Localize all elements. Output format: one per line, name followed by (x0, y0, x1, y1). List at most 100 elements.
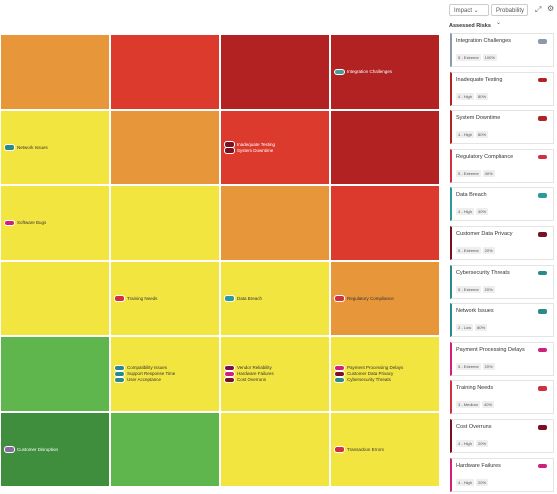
risk-card[interactable]: Hardware Failures 4 - High 20% (450, 457, 554, 492)
risk-chip[interactable]: System Downtime (224, 147, 329, 154)
risk-chip[interactable]: Regulatory Compliance (334, 295, 439, 302)
heatmap-cell: Compatibility Issues Support Response Tim… (110, 336, 220, 412)
risk-card-title: Inadequate Testing (456, 76, 503, 83)
probability-tag: 80% (476, 131, 489, 139)
risk-name: Compatibility Issues (127, 365, 168, 371)
impact-dropdown[interactable]: Impact ⌄ (449, 4, 489, 16)
impact-tag: 4 - High (456, 131, 475, 139)
risk-name: Cybersecurity Threats (347, 377, 391, 383)
risk-name: Payment Processing Delays (347, 365, 404, 371)
risk-name: Vendor Reliability (237, 365, 272, 371)
probability-tag: 100% (482, 54, 497, 61)
heatmap-cell (110, 34, 220, 110)
risk-tags: 4 - High 20% (456, 440, 489, 447)
heatmap-cell (110, 185, 220, 261)
heatmap-cell (0, 336, 110, 412)
heatmap-cell (330, 109, 440, 185)
risk-badge (334, 446, 345, 453)
risk-card[interactable]: Network Issues 2 - Low 80% (450, 303, 554, 338)
risk-card-title: System Downtime (456, 115, 501, 122)
risk-badge (537, 269, 548, 277)
risk-card[interactable]: Integration Challenges 5 - Extreme 100% (450, 33, 554, 67)
risk-badge (537, 153, 548, 161)
risk-chip[interactable]: Training Needs (114, 295, 219, 302)
risk-name: Support Response Time (127, 371, 176, 377)
risk-badge (334, 376, 345, 383)
risk-card-title: Cybersecurity Threats (456, 269, 510, 276)
heatmap-cell (220, 411, 330, 487)
heatmap-cell (220, 185, 330, 261)
risk-card-title: Hardware Failures (456, 462, 501, 469)
heatmap-cell: Data Breach (220, 260, 330, 336)
risk-name: Inadequate Testing (237, 141, 275, 147)
probability-tag: 20% (482, 285, 495, 293)
settings-icon[interactable]: ⚙ (547, 4, 555, 13)
risk-chip[interactable]: User Acceptance (114, 376, 219, 383)
risk-card-title: Network Issues (456, 308, 494, 315)
risk-tags: 4 - High 80% (456, 92, 489, 100)
risk-badge (537, 76, 548, 84)
risk-badge (537, 424, 548, 431)
probability-tag: 80% (475, 324, 488, 332)
risk-chip[interactable]: Cybersecurity Threats (334, 376, 439, 383)
risk-card[interactable]: Payment Processing Delays 5 - Extreme 20% (450, 341, 554, 376)
risk-tags: 5 - Extreme 20% (456, 247, 495, 254)
risk-badge (537, 346, 548, 354)
impact-tag: 2 - Low (456, 324, 474, 332)
risk-chip[interactable]: Data Breach (224, 295, 329, 302)
risk-card[interactable]: Regulatory Compliance 5 - Extreme 40% (450, 148, 554, 183)
risk-card[interactable]: Cybersecurity Threats 5 - Extreme 20% (450, 264, 554, 299)
impact-tag: 4 - High (456, 440, 475, 447)
risk-chip[interactable]: Integration Challenges (334, 68, 439, 75)
risk-chip[interactable]: Customer Disruption (4, 446, 109, 453)
risk-name: Customer Data Privacy (347, 371, 394, 377)
probability-dropdown[interactable]: Probability ⌄ (491, 4, 528, 26)
risk-tags: 5 - Extreme 40% (456, 169, 495, 177)
impact-tag: 5 - Extreme (456, 247, 481, 254)
heatmap-cell: Network Issues (0, 109, 110, 185)
heatmap-cell: Training Needs (110, 260, 220, 336)
risk-badge (114, 295, 125, 302)
risk-badge (537, 231, 548, 238)
risk-card[interactable]: System Downtime 4 - High 80% (450, 110, 554, 145)
risk-badge (537, 192, 548, 199)
impact-tag: 4 - High (456, 208, 475, 216)
heatmap-cell: Vendor Reliability Hardware Failures Cost … (220, 336, 330, 412)
risk-badge (537, 308, 548, 315)
risk-chip[interactable]: Network Issues (4, 144, 109, 151)
expand-icon[interactable]: ⤢ (535, 5, 542, 14)
risk-chip[interactable]: Software Bugs (4, 219, 109, 226)
heatmap-cell: Inadequate Testing System Downtime (220, 109, 330, 185)
probability-tag: 20% (482, 362, 495, 370)
risk-name: Software Bugs (17, 220, 47, 226)
heatmap-cell: Integration Challenges (330, 34, 440, 110)
risk-card[interactable]: Cost Overruns 4 - High 20% (450, 419, 554, 453)
risk-card-title: Training Needs (456, 385, 494, 392)
risk-name: Network Issues (17, 144, 48, 150)
impact-tag: 4 - High (456, 478, 475, 486)
heatmap-cell (110, 411, 220, 487)
risk-name: Customer Disruption (17, 446, 59, 452)
risk-tags: 4 - High 20% (456, 478, 489, 486)
chevron: ⌄ (496, 20, 502, 26)
risk-badge (537, 115, 548, 122)
risk-badge (334, 68, 345, 75)
probability-tag: 40% (482, 169, 495, 177)
risk-badge (224, 147, 235, 154)
risk-card[interactable]: Customer Data Privacy 5 - Extreme 20% (450, 226, 554, 260)
risk-badge (224, 376, 235, 383)
risk-card[interactable]: Training Needs 3 - Medium 40% (450, 380, 554, 415)
risk-badge (224, 295, 235, 302)
risk-card[interactable]: Data Breach 4 - High 40% (450, 187, 554, 222)
probability-tag: 80% (476, 92, 489, 100)
risk-card-title: Customer Data Privacy (456, 231, 513, 237)
risk-chip[interactable]: Transaction Errors (334, 446, 439, 453)
probability-tag: 40% (482, 401, 495, 409)
risk-tags: 4 - High 40% (456, 208, 489, 216)
risk-name: Hardware Failures (237, 371, 274, 377)
risk-card[interactable]: Inadequate Testing 4 - High 80% (450, 71, 554, 106)
risk-chip[interactable]: Cost Overruns (224, 376, 329, 383)
risk-badge (537, 38, 548, 45)
risk-name: User Acceptance (127, 377, 162, 383)
